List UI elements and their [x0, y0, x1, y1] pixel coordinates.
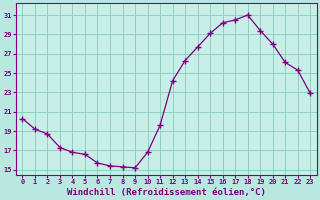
X-axis label: Windchill (Refroidissement éolien,°C): Windchill (Refroidissement éolien,°C): [67, 188, 266, 197]
